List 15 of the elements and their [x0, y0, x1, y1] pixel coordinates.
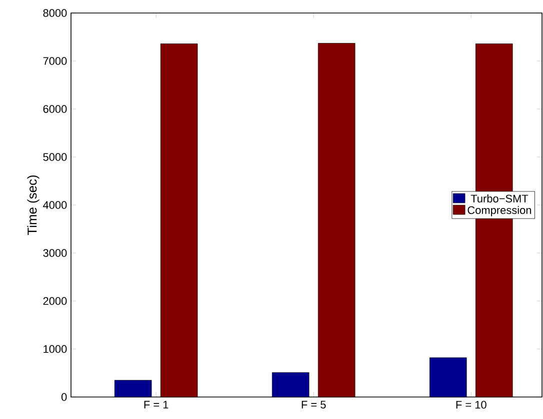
y-tick-label: 0	[61, 393, 67, 401]
x-tick-label: F = 5	[302, 400, 326, 408]
y-tick-label: 4000	[43, 201, 67, 209]
y-tick-label: 7000	[43, 57, 67, 65]
x-tick-label: F = 1	[144, 400, 168, 408]
y-tick-label: 1000	[44, 345, 67, 353]
y-tick-label: 5000	[43, 153, 67, 161]
y-tick-label: 3000	[43, 249, 67, 257]
legend-label: Turbo−SMT	[470, 194, 528, 202]
legend-label: Compression	[468, 206, 532, 216]
y-tick-label: 2000	[43, 297, 67, 305]
y-tick-label: 6000	[43, 105, 67, 113]
y-tick-label: 8000	[43, 9, 67, 17]
y-axis-title: Time (sec)	[27, 175, 40, 236]
x-tick-label: F = 10	[456, 400, 486, 409]
